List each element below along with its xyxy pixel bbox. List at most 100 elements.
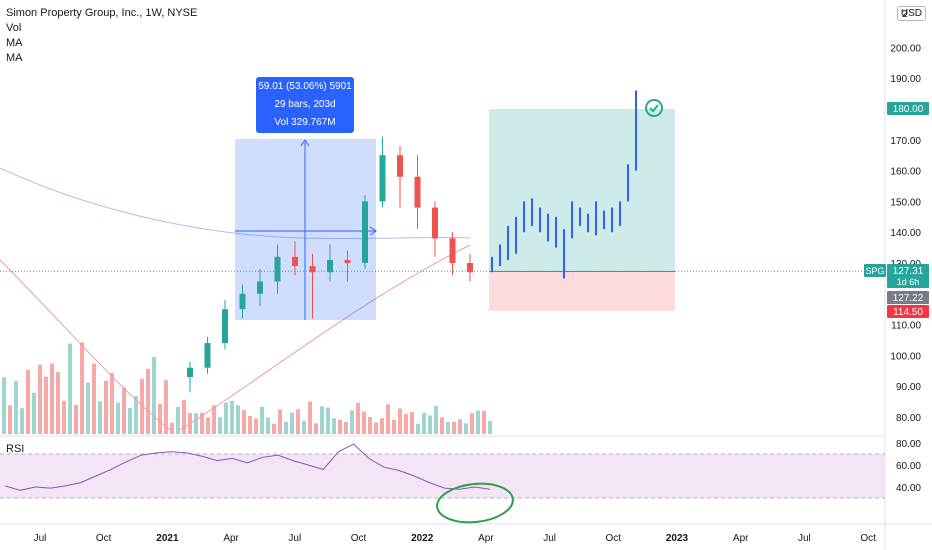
- volume-bar: [308, 401, 312, 434]
- price-tick-label: 150.00: [890, 197, 921, 208]
- candle-body: [187, 367, 193, 377]
- symbol-tag: [864, 264, 886, 277]
- ma-line-fast: [0, 244, 471, 431]
- currency-selector[interactable]: USD: [896, 6, 926, 21]
- price-tick-label: 90.00: [896, 382, 921, 393]
- candle-body: [344, 259, 351, 263]
- volume-bar: [254, 418, 258, 434]
- volume-bar: [464, 423, 468, 434]
- volume-bar: [98, 401, 102, 434]
- volume-bar: [488, 420, 492, 434]
- time-axis-label: 2023: [666, 533, 689, 544]
- volume-bar: [302, 420, 306, 434]
- volume-bar: [134, 396, 138, 434]
- ma-legend-2[interactable]: MA: [6, 52, 23, 64]
- rsi-legend[interactable]: RSI: [6, 443, 25, 455]
- measure-volume: Vol 329.767M: [274, 117, 336, 128]
- time-axis-label: Oct: [96, 533, 112, 544]
- price-tick-label: 160.00: [890, 167, 921, 178]
- volume-bar: [344, 421, 348, 434]
- rsi-band: [0, 454, 885, 498]
- price-tag: [887, 291, 929, 304]
- time-axis-label: Jul: [798, 533, 811, 544]
- time-axis-label: Jul: [543, 533, 556, 544]
- price-tag-label: 127.22: [893, 293, 924, 304]
- candle-body: [397, 155, 403, 177]
- volume-bar: [122, 387, 126, 434]
- volume-bar: [170, 422, 174, 434]
- volume-bar: [416, 423, 420, 434]
- volume-bar: [404, 413, 408, 434]
- ma-line-slow: [0, 167, 471, 240]
- symbol-tag-label: SPG: [865, 266, 884, 276]
- symbol-title[interactable]: Simon Property Group, Inc., 1W, NYSE: [6, 7, 198, 19]
- volume-bar: [278, 409, 282, 434]
- measure-arrow-right: [369, 226, 377, 236]
- volume-bar: [266, 417, 270, 434]
- volume-bar: [86, 382, 90, 434]
- volume-bar: [146, 368, 150, 434]
- volume-bar: [476, 410, 480, 434]
- price-tick-label: 100.00: [890, 351, 921, 362]
- price-tag-label: 114.50: [893, 307, 923, 318]
- price-tick-label: 2: [902, 9, 908, 20]
- candle-body: [379, 155, 386, 202]
- volume-bar: [194, 413, 198, 434]
- volume-bar: [332, 418, 336, 434]
- volume-bar: [218, 417, 222, 434]
- candle-body: [222, 309, 228, 344]
- volume-bar: [80, 342, 84, 434]
- candle-body: [292, 256, 298, 267]
- volume-bar: [452, 421, 456, 434]
- candle-body: [362, 201, 368, 263]
- candle-body: [204, 343, 211, 368]
- stop-zone: [489, 271, 675, 311]
- time-axis-label: 2022: [411, 533, 434, 544]
- volume-bar: [164, 380, 168, 434]
- volume-bar: [158, 403, 162, 434]
- candle-body: [432, 207, 438, 239]
- price-tag-label: 180.00: [893, 104, 924, 115]
- volume-bar: [326, 407, 330, 434]
- volume-bar: [434, 406, 438, 434]
- volume-bar: [110, 372, 114, 434]
- ma-legend-1[interactable]: MA: [6, 37, 23, 49]
- time-axis-label: Apr: [223, 533, 239, 544]
- price-tick-label: 190.00: [890, 74, 921, 85]
- volume-bar: [368, 417, 372, 434]
- volume-bar: [398, 408, 402, 434]
- time-axis-label: 2021: [156, 533, 179, 544]
- rsi-tick-label: 60.00: [896, 461, 921, 472]
- rsi-tick-label: 80.00: [896, 439, 921, 450]
- time-axis-label: Apr: [478, 533, 494, 544]
- price-tag: [887, 102, 929, 115]
- volume-bar: [38, 364, 42, 434]
- time-axis-label: Oct: [860, 533, 876, 544]
- price-tag-countdown: 1d 6h: [897, 277, 920, 287]
- time-axis-label: Oct: [351, 533, 367, 544]
- volume-bar: [248, 415, 252, 434]
- price-tag: [887, 305, 929, 318]
- volume-bar: [50, 363, 54, 434]
- price-tick-label: 170.00: [890, 136, 921, 147]
- price-tick-label: 140.00: [890, 228, 921, 239]
- volume-bar: [176, 406, 180, 434]
- volume-bar: [92, 363, 96, 434]
- volume-bar: [410, 412, 414, 434]
- volume-bar: [242, 410, 246, 434]
- time-axis-label: Jul: [288, 533, 301, 544]
- volume-bar: [392, 419, 396, 434]
- volume-bar: [446, 422, 450, 434]
- volume-legend[interactable]: Vol: [6, 22, 22, 34]
- volume-bar: [2, 377, 6, 434]
- volume-bar: [68, 343, 72, 434]
- volume-bar: [482, 410, 486, 434]
- volume-bar: [26, 369, 30, 434]
- volume-bar: [140, 378, 144, 434]
- volume-bar: [224, 402, 228, 434]
- volume-bar: [20, 408, 24, 434]
- volume-bar: [14, 380, 18, 434]
- candle-body: [239, 293, 246, 310]
- volume-bar: [320, 406, 324, 434]
